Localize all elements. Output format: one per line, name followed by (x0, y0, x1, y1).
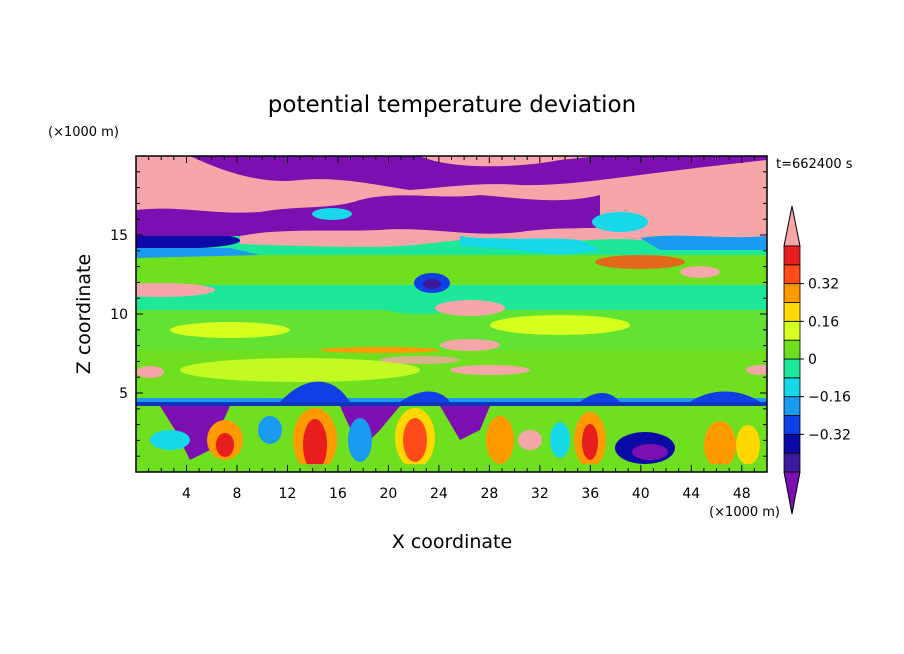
colorbar-segment (783, 264, 801, 285)
field-blob (736, 425, 760, 465)
contour-field (136, 156, 767, 472)
colorbar-label: 0.32 (808, 277, 839, 293)
colorbar-segment (783, 377, 801, 398)
colorbar: −0.32 −0.16 0 0.16 0.32 (783, 205, 851, 515)
field-region (440, 406, 490, 440)
field-region (280, 381, 350, 402)
field-blob (450, 365, 530, 375)
colorbar-label: −0.16 (808, 390, 851, 406)
colorbar-segment (783, 283, 801, 303)
field-blob (136, 366, 164, 378)
field-blob (632, 444, 668, 460)
colorbar-top-extension (783, 205, 801, 247)
field-blob (403, 418, 427, 462)
field-blob (435, 300, 505, 316)
field-blob (180, 358, 420, 382)
field-blob (380, 356, 460, 364)
field-blob (550, 422, 570, 458)
y-tick-label: 10 (110, 307, 128, 323)
x-tick-label: 44 (682, 486, 700, 502)
field-blob (680, 266, 720, 278)
x-tick-label: 36 (581, 486, 599, 502)
chart-title: potential temperature deviation (268, 92, 636, 118)
field-blob (348, 418, 372, 462)
colorbar-label: −0.32 (808, 427, 851, 443)
field-region (240, 215, 767, 248)
colorbar-bottom-extension (783, 471, 801, 515)
x-axis: 4 8 12 16 20 24 28 32 36 40 44 48 (148, 156, 755, 502)
x-tick-label: 16 (329, 486, 347, 502)
x-tick-label: 4 (182, 486, 191, 502)
field-region (160, 406, 230, 460)
colorbar-segment (783, 396, 801, 416)
field-region (580, 393, 620, 402)
x-unit-label: (×1000 m) (709, 505, 780, 520)
field-blob (582, 424, 598, 460)
colorbar-segment (783, 245, 801, 266)
x-tick-label: 28 (480, 486, 498, 502)
y-unit-label: (×1000 m) (48, 125, 119, 140)
field-blob (423, 279, 441, 289)
x-tick-label: 24 (430, 486, 448, 502)
field-blob (320, 347, 440, 353)
field-blob (136, 283, 215, 297)
field-blob (486, 416, 514, 464)
colorbar-segment (783, 358, 801, 379)
field-region (400, 391, 450, 402)
field-blob (490, 315, 630, 335)
field-blob (440, 339, 500, 351)
field-region (690, 391, 760, 402)
field-blob (303, 419, 327, 471)
colorbar-label: 0.16 (808, 314, 839, 330)
field-blob (746, 365, 767, 375)
field-blob (216, 433, 234, 457)
field-blob (312, 208, 352, 220)
field-region (136, 248, 260, 258)
field-region (640, 235, 767, 250)
x-tick-label: 8 (232, 486, 241, 502)
x-axis-label: X coordinate (392, 531, 512, 553)
colorbar-segment (783, 415, 801, 435)
x-tick-label: 48 (733, 486, 751, 502)
colorbar-label: 0 (808, 352, 817, 368)
time-label: t=662400 s (776, 157, 853, 172)
y-tick-label: 15 (110, 228, 128, 244)
field-blob (704, 421, 736, 469)
x-tick-label: 12 (279, 486, 297, 502)
field-region (460, 236, 600, 255)
colorbar-segment (783, 339, 801, 360)
field-blob (518, 430, 542, 450)
field-blob (170, 322, 290, 338)
colorbar-segment (783, 302, 801, 322)
x-tick-label: 32 (531, 486, 549, 502)
colorbar-segment (783, 433, 801, 454)
colorbar-segment (783, 320, 801, 341)
y-tick-label: 5 (119, 386, 128, 402)
y-axis-label: Z coordinate (73, 254, 95, 374)
field-blob (258, 416, 282, 444)
field-region (136, 195, 600, 236)
field-region (190, 156, 767, 190)
colorbar-segment (783, 452, 801, 473)
field-blob (592, 212, 648, 232)
field-blob (595, 255, 685, 269)
field-blob (150, 430, 190, 450)
x-tick-label: 40 (632, 486, 650, 502)
x-tick-label: 20 (379, 486, 397, 502)
y-axis: 5 10 15 (110, 171, 767, 457)
field-region (136, 236, 240, 248)
field-region (420, 156, 600, 167)
